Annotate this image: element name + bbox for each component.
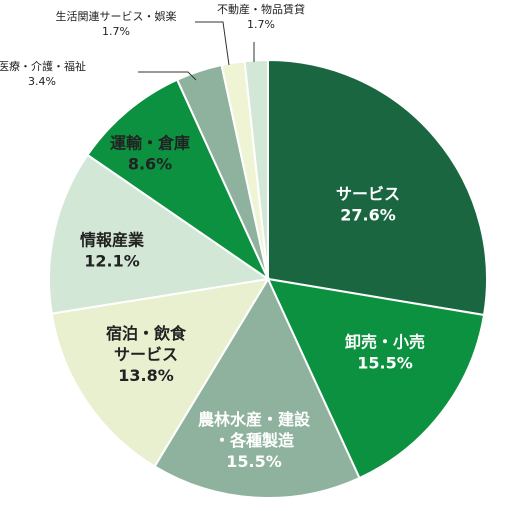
slice-label-1: サービス 27.6% [336, 185, 400, 225]
pie-slice-5 [48, 153, 271, 315]
pie-slice-3 [153, 276, 361, 499]
slice-label-3: 農林水産・建設・各種製造 15.5% [198, 410, 311, 471]
slice-label-5: 情報産業 12.1% [80, 231, 145, 271]
pie-slice-9 [243, 58, 269, 280]
pie-slice-4 [50, 277, 270, 468]
pie-slice-2 [266, 277, 486, 480]
leader-line-8 [195, 21, 230, 66]
pie-slice-6 [86, 78, 271, 282]
slice-label-4: 宿泊・飲食サービス 13.8% [106, 324, 187, 385]
pie-slice-1 [267, 58, 488, 317]
slice-label-8: 生活関連サービス・娯楽 1.7% [56, 9, 177, 38]
slice-label-2: 卸売・小売 15.5% [345, 333, 425, 373]
slice-label-9: 不動産・物品賃貸 1.7% [217, 2, 305, 31]
leader-line-7 [138, 71, 197, 81]
slice-label-7: 医療・介護・福祉 3.4% [0, 59, 86, 88]
slice-label-6: 運輸・倉庫 8.6% [110, 134, 190, 174]
